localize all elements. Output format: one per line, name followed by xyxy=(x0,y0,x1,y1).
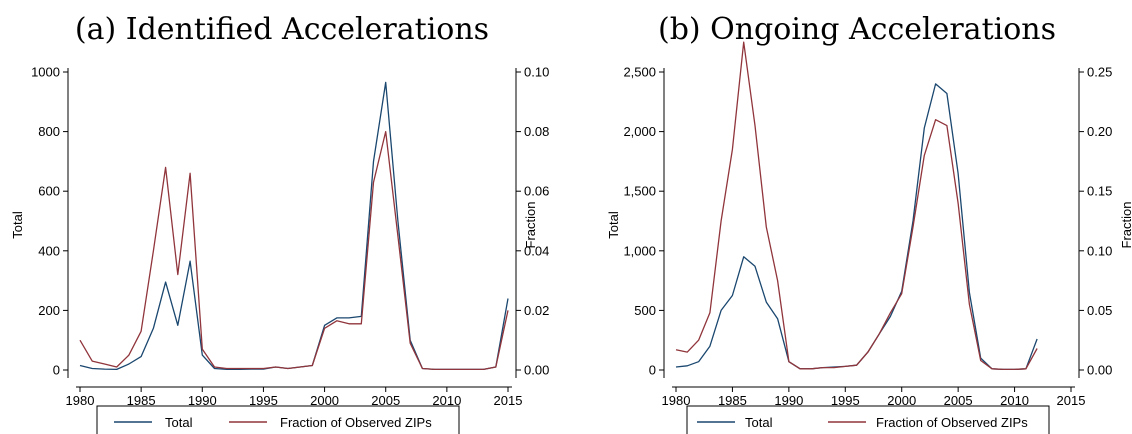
legend-label-total: Total xyxy=(165,415,193,430)
x-tick-label: 1995 xyxy=(831,393,860,408)
x-tick-label: 2000 xyxy=(310,393,339,408)
x-tick-label: 1980 xyxy=(66,393,95,408)
x-tick-label: 2000 xyxy=(887,393,916,408)
y-tick-label-right: 0.08 xyxy=(524,124,549,139)
series-line-fraction xyxy=(79,130,509,371)
x-tick-label: 2005 xyxy=(371,393,400,408)
legend: Total Fraction of Observed ZIPs xyxy=(686,405,1050,434)
series-line-total xyxy=(675,83,1038,371)
y-tick-label-left: 400 xyxy=(38,243,60,258)
ticks-layer: 1980 1985 1990 1995 2000 2005 2010 2015 0 200 400 6… xyxy=(31,65,549,409)
lines-layer xyxy=(79,81,509,371)
x-tick-label: 2005 xyxy=(944,393,973,408)
y-tick-label-left: 500 xyxy=(634,303,656,318)
y-tick-label-right: 0.15 xyxy=(1087,184,1112,199)
y-tick-label-right: 0.25 xyxy=(1087,65,1112,80)
y-tick-label-left: 600 xyxy=(38,184,60,199)
x-tick-label: 2010 xyxy=(1000,393,1029,408)
y-tick-label-right: 0.10 xyxy=(524,65,549,80)
legend-label-fraction: Fraction of Observed ZIPs xyxy=(876,415,1028,430)
y-axis-label-left: Total xyxy=(10,211,25,239)
chart-title: (a) Identified Accelerations xyxy=(75,12,489,47)
y-tick-label-right: 0.10 xyxy=(1087,243,1112,258)
panel-identified-accelerations: (a) Identified Accelerations Total Fract… xyxy=(10,12,549,434)
x-tick-label: 1980 xyxy=(662,393,691,408)
legend-label-total: Total xyxy=(745,415,773,430)
lines-layer xyxy=(675,41,1038,371)
x-tick-label: 1985 xyxy=(718,393,747,408)
panel-ongoing-accelerations: (b) Ongoing Accelerations Total Fraction… xyxy=(606,12,1132,434)
y-tick-label-right: 0.00 xyxy=(524,363,549,378)
y-tick-label-left: 1,500 xyxy=(623,184,656,199)
x-tick-label: 2010 xyxy=(432,393,461,408)
y-tick-label-right: 0.05 xyxy=(1087,303,1112,318)
y-tick-label-right: 0.02 xyxy=(524,303,549,318)
ticks-layer: 1980 1985 1990 1995 2000 2005 2010 2015 0 500 1,00… xyxy=(623,65,1112,409)
x-tick-label: 2015 xyxy=(494,393,523,408)
series-line-total xyxy=(79,81,509,371)
x-tick-label: 1990 xyxy=(188,393,217,408)
y-axis-label-right: Fraction xyxy=(523,202,538,249)
y-tick-label-left: 0 xyxy=(53,363,60,378)
x-tick-label: 1990 xyxy=(774,393,803,408)
y-tick-label-left: 200 xyxy=(38,303,60,318)
legend: Total Fraction of Observed ZIPs xyxy=(96,405,460,434)
y-axis-label-left: Total xyxy=(606,211,621,239)
y-tick-label-left: 1000 xyxy=(31,65,60,80)
x-tick-label: 2015 xyxy=(1057,393,1086,408)
legend-box xyxy=(686,405,1050,434)
chart-title: (b) Ongoing Accelerations xyxy=(658,12,1056,47)
y-tick-label-right: 0.06 xyxy=(524,184,549,199)
y-tick-label-left: 0 xyxy=(649,363,656,378)
y-tick-label-left: 2,000 xyxy=(623,124,656,139)
y-tick-label-right: 0.00 xyxy=(1087,363,1112,378)
y-tick-label-left: 1,000 xyxy=(623,243,656,258)
y-tick-label-left: 2,500 xyxy=(623,65,656,80)
y-tick-label-right: 0.20 xyxy=(1087,124,1112,139)
y-tick-label-left: 800 xyxy=(38,124,60,139)
x-tick-label: 1995 xyxy=(249,393,278,408)
y-tick-label-right: 0.04 xyxy=(524,243,549,258)
legend-label-fraction: Fraction of Observed ZIPs xyxy=(280,415,432,430)
y-axis-label-right: Fraction xyxy=(1119,202,1132,249)
legend-box xyxy=(96,405,460,434)
series-line-fraction xyxy=(675,41,1038,371)
x-tick-label: 1985 xyxy=(127,393,156,408)
